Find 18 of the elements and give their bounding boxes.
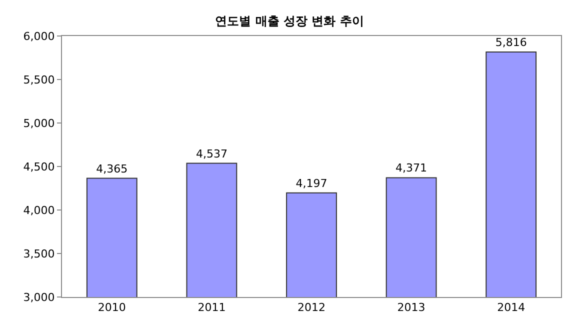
y-tick-label: 3,500 bbox=[23, 247, 55, 260]
x-tick-label: 2011 bbox=[198, 301, 226, 314]
x-tick-label: 2012 bbox=[298, 301, 326, 314]
y-tick-label: 6,000 bbox=[23, 30, 55, 43]
chart-title: 연도별 매출 성장 변화 추이 bbox=[215, 14, 364, 28]
y-tick-label: 4,000 bbox=[23, 204, 55, 217]
x-tick-label: 2014 bbox=[497, 301, 526, 314]
y-tick-label: 3,000 bbox=[23, 290, 55, 304]
y-tick-label: 5,500 bbox=[23, 73, 55, 86]
data-label: 4,365 bbox=[96, 162, 128, 176]
data-label: 4,537 bbox=[196, 147, 228, 160]
data-label: 5,816 bbox=[495, 36, 527, 50]
data-label: 4,371 bbox=[396, 162, 428, 175]
y-tick-label: 4,500 bbox=[23, 160, 55, 174]
data-label: 4,197 bbox=[296, 176, 328, 190]
x-tick-label: 2010 bbox=[98, 301, 126, 314]
x-tick-label: 2013 bbox=[397, 301, 426, 314]
y-tick-label: 5,000 bbox=[23, 116, 55, 130]
